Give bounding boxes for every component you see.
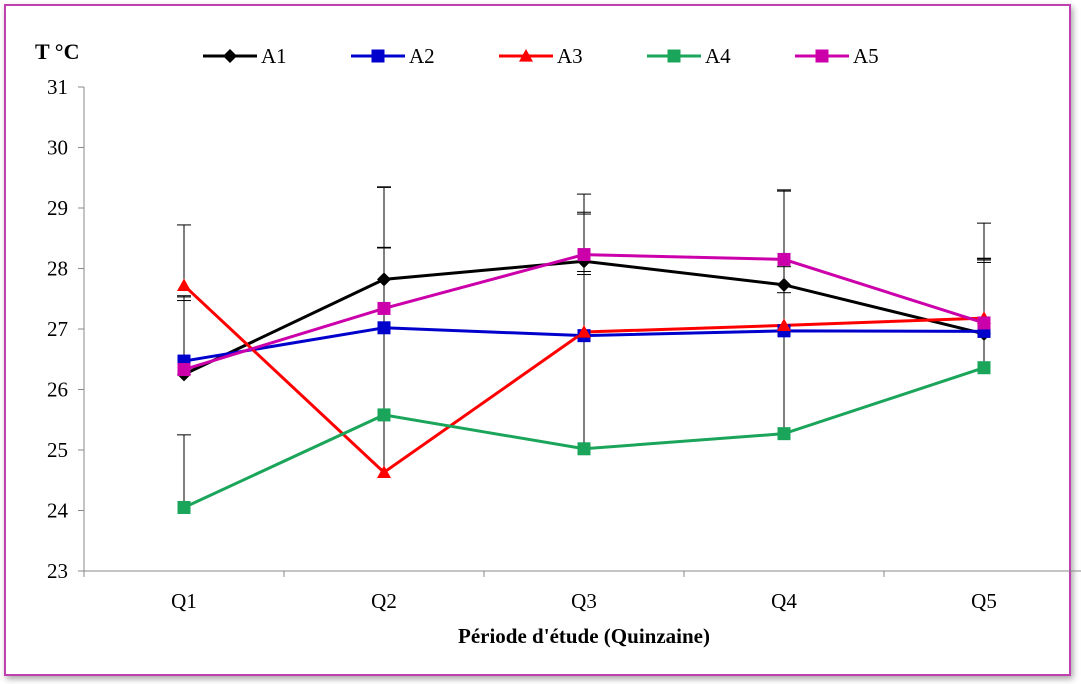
legend-label-a5: A5 [853,44,879,68]
data-point-a3 [177,278,191,292]
x-tick-label: Q1 [171,589,197,613]
y-tick-label: 26 [47,378,68,402]
y-tick-label: 25 [47,438,68,462]
legend: A1 A2 A3 A4 A5 [203,44,879,68]
legend-label-a3: A3 [557,44,583,68]
x-tick-label: Q2 [371,589,397,613]
y-axis-title: T °C [35,39,79,64]
y-tick-label: 29 [47,196,68,220]
data-point-a5 [577,248,591,262]
data-point-a3 [577,325,591,338]
data-point-a4 [577,442,591,456]
legend-marker-a3 [519,49,533,62]
data-point-a4 [177,500,191,514]
legend-marker-a5 [815,49,829,63]
legend-marker-a2 [371,49,385,63]
legend-label-a2: A2 [409,44,435,68]
chart-frame [4,4,1071,676]
axes: 23 24 25 26 27 28 29 30 31 Q1 Q2 Q3 Q4 Q5 [47,75,1081,613]
data-point-a5 [177,363,191,377]
data-point-a1 [577,254,591,269]
y-tick-label: 23 [47,559,68,583]
y-tick-label: 27 [47,317,68,341]
series-markers [177,248,991,514]
y-tick-label: 30 [47,136,68,160]
data-point-a2 [377,321,391,335]
x-tick-label: Q5 [971,589,997,613]
legend-marker-a4 [667,49,681,63]
error-bars [177,186,991,508]
data-point-a4 [777,427,791,441]
data-point-a5 [977,316,991,330]
legend-label-a4: A4 [705,44,731,68]
data-point-a5 [777,252,791,266]
data-point-a3 [377,465,391,478]
data-point-a1 [377,272,391,287]
x-axis-title: Période d'étude (Quinzaine) [458,624,710,648]
data-point-a4 [377,408,391,422]
data-point-a3 [777,318,791,331]
x-tick-label: Q4 [771,589,797,613]
y-tick-label: 31 [47,75,68,99]
data-point-a5 [377,301,391,315]
data-point-a4 [977,361,991,375]
legend-marker-a1 [223,49,237,63]
y-tick-label: 28 [47,257,68,281]
x-tick-label: Q3 [571,589,597,613]
data-point-a1 [777,277,791,292]
legend-label-a1: A1 [261,44,287,68]
y-tick-label: 24 [47,499,69,523]
